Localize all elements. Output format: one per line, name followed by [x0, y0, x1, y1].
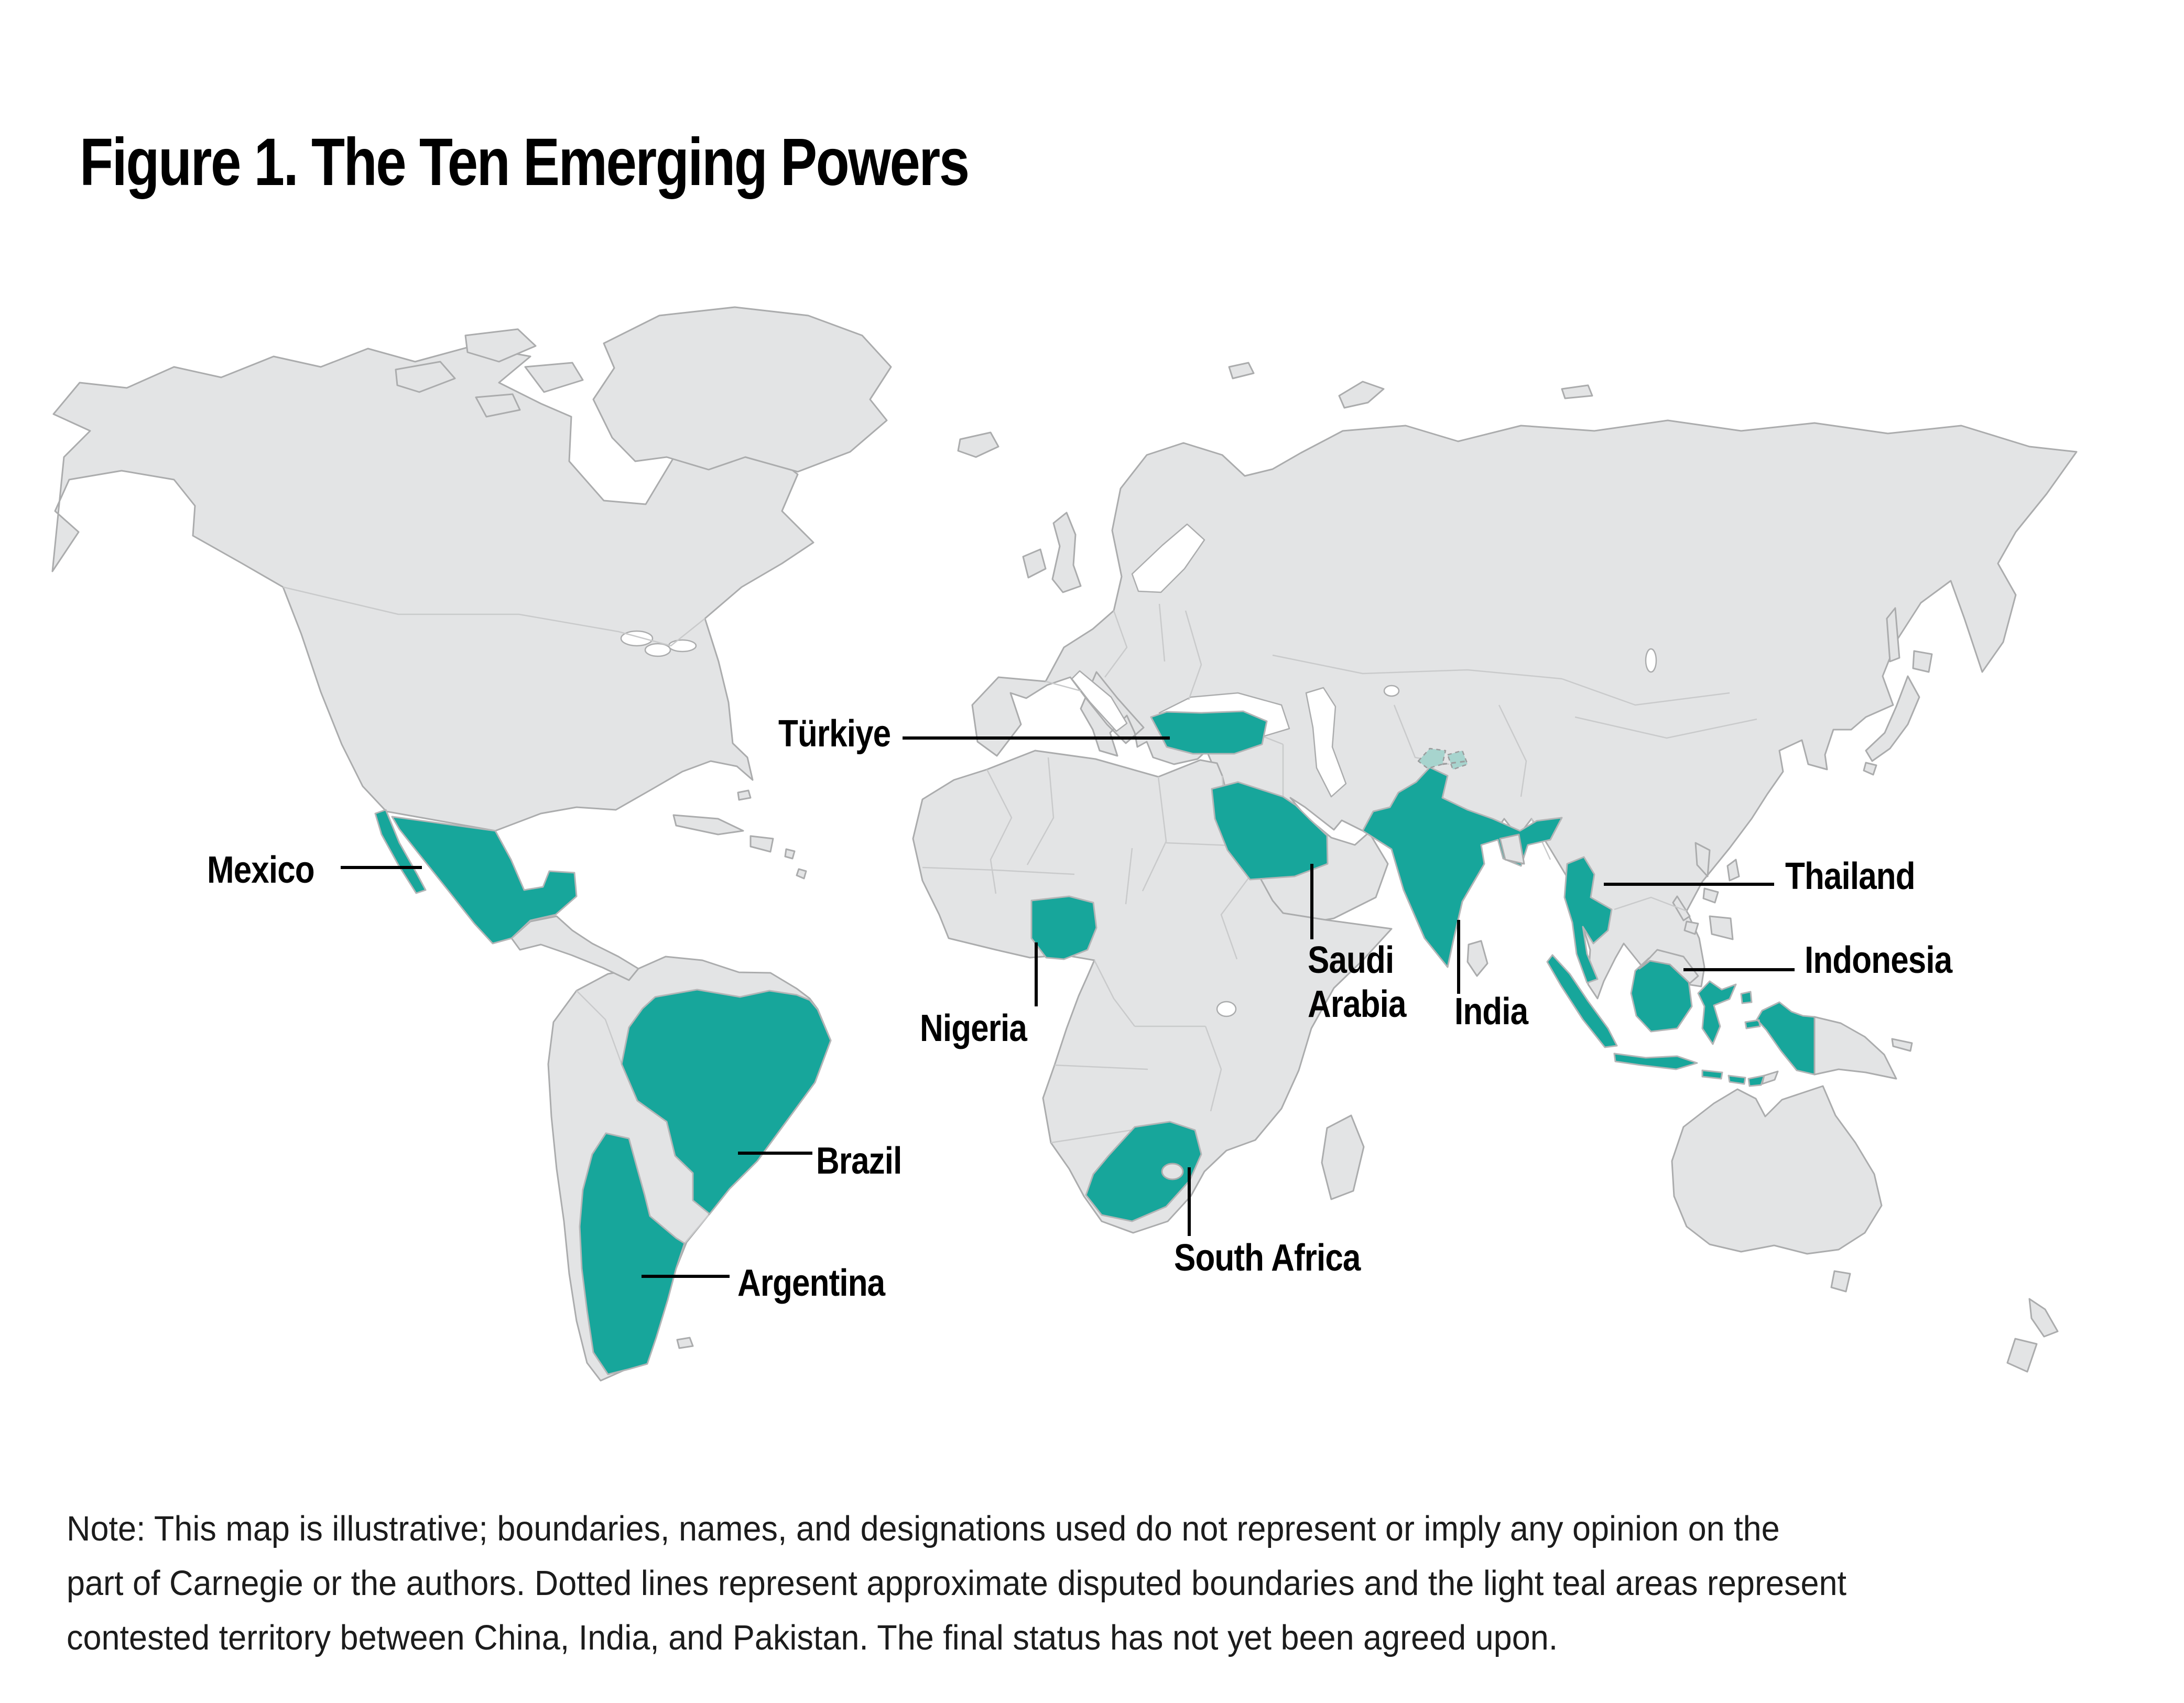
falkland-islands — [676, 1337, 694, 1349]
disputed-boundary — [1442, 760, 1468, 765]
label-turkiye: Türkiye — [778, 713, 891, 755]
east-timor — [1761, 1070, 1779, 1085]
leader-indonesia — [1683, 968, 1795, 971]
great-lake-michigan — [644, 643, 671, 657]
united-kingdom-ireland-iceland — [957, 431, 1082, 593]
bangladesh — [1499, 833, 1525, 865]
papua-new-guinea — [1813, 1016, 1913, 1080]
leader-mexico — [341, 866, 422, 869]
country-thailand — [1563, 856, 1613, 984]
aral-sea — [1383, 685, 1400, 697]
country-mexico — [374, 809, 578, 945]
leader-argentina — [642, 1275, 730, 1278]
label-india: India — [1454, 991, 1528, 1033]
taiwan-hainan — [1683, 859, 1740, 935]
landmass-greenland — [592, 306, 892, 473]
country-india — [1362, 766, 1563, 968]
caribbean-islands — [672, 789, 807, 880]
caspian-sea — [1305, 687, 1347, 798]
country-nigeria — [1030, 895, 1098, 960]
leader-nigeria — [1035, 942, 1038, 1006]
note-text: Note: This map is illustrative; boundari… — [67, 1509, 1846, 1657]
leader-india — [1457, 920, 1460, 994]
label-saudi-arabia: Saudi Arabia — [1308, 939, 1406, 1025]
label-argentina: Argentina — [737, 1262, 885, 1304]
country-turkiye — [1150, 710, 1268, 755]
philippines — [1672, 842, 1734, 940]
label-brazil: Brazil — [816, 1140, 902, 1182]
madagascar — [1321, 1114, 1365, 1200]
contested-kashmir-west — [1417, 747, 1447, 769]
svalbard-novaya-zemlya — [1228, 362, 1593, 409]
lake-victoria — [1216, 1001, 1237, 1017]
label-south-africa: South Africa — [1174, 1237, 1361, 1279]
country-argentina — [579, 1132, 686, 1375]
central-america — [510, 915, 639, 981]
australia — [1671, 1085, 1883, 1255]
leader-thailand — [1604, 883, 1774, 886]
japan-sakhalin — [1863, 607, 1933, 776]
great-lake-ontario — [668, 639, 697, 653]
adriatic-sea — [1071, 670, 1128, 732]
label-nigeria: Nigeria — [920, 1007, 1027, 1049]
country-brazil — [621, 989, 832, 1215]
lake-baikal — [1645, 648, 1657, 673]
leader-saudi-arabia — [1310, 864, 1313, 939]
landmass-north-america — [51, 345, 814, 832]
country-saudi-arabia — [1211, 781, 1329, 881]
country-south-africa — [1085, 1121, 1202, 1222]
sri-lanka — [1466, 940, 1488, 977]
leader-brazil — [738, 1152, 812, 1155]
country-indonesia — [1546, 954, 1816, 1087]
leader-turkiye — [903, 736, 1170, 740]
label-thailand: Thailand — [1785, 855, 1916, 897]
tasmania-new-zealand — [1830, 1270, 2059, 1373]
arctic-islands — [395, 328, 584, 418]
leader-south-africa — [1188, 1167, 1191, 1236]
label-mexico: Mexico — [207, 849, 315, 891]
lesotho — [1161, 1163, 1184, 1180]
baltic-sea — [1131, 523, 1205, 593]
figure-title: Figure 1. The Ten Emerging Powers — [80, 124, 970, 200]
contested-kashmir-east — [1447, 750, 1469, 771]
malaysia-borneo — [1638, 949, 1699, 984]
label-indonesia: Indonesia — [1805, 939, 1952, 981]
